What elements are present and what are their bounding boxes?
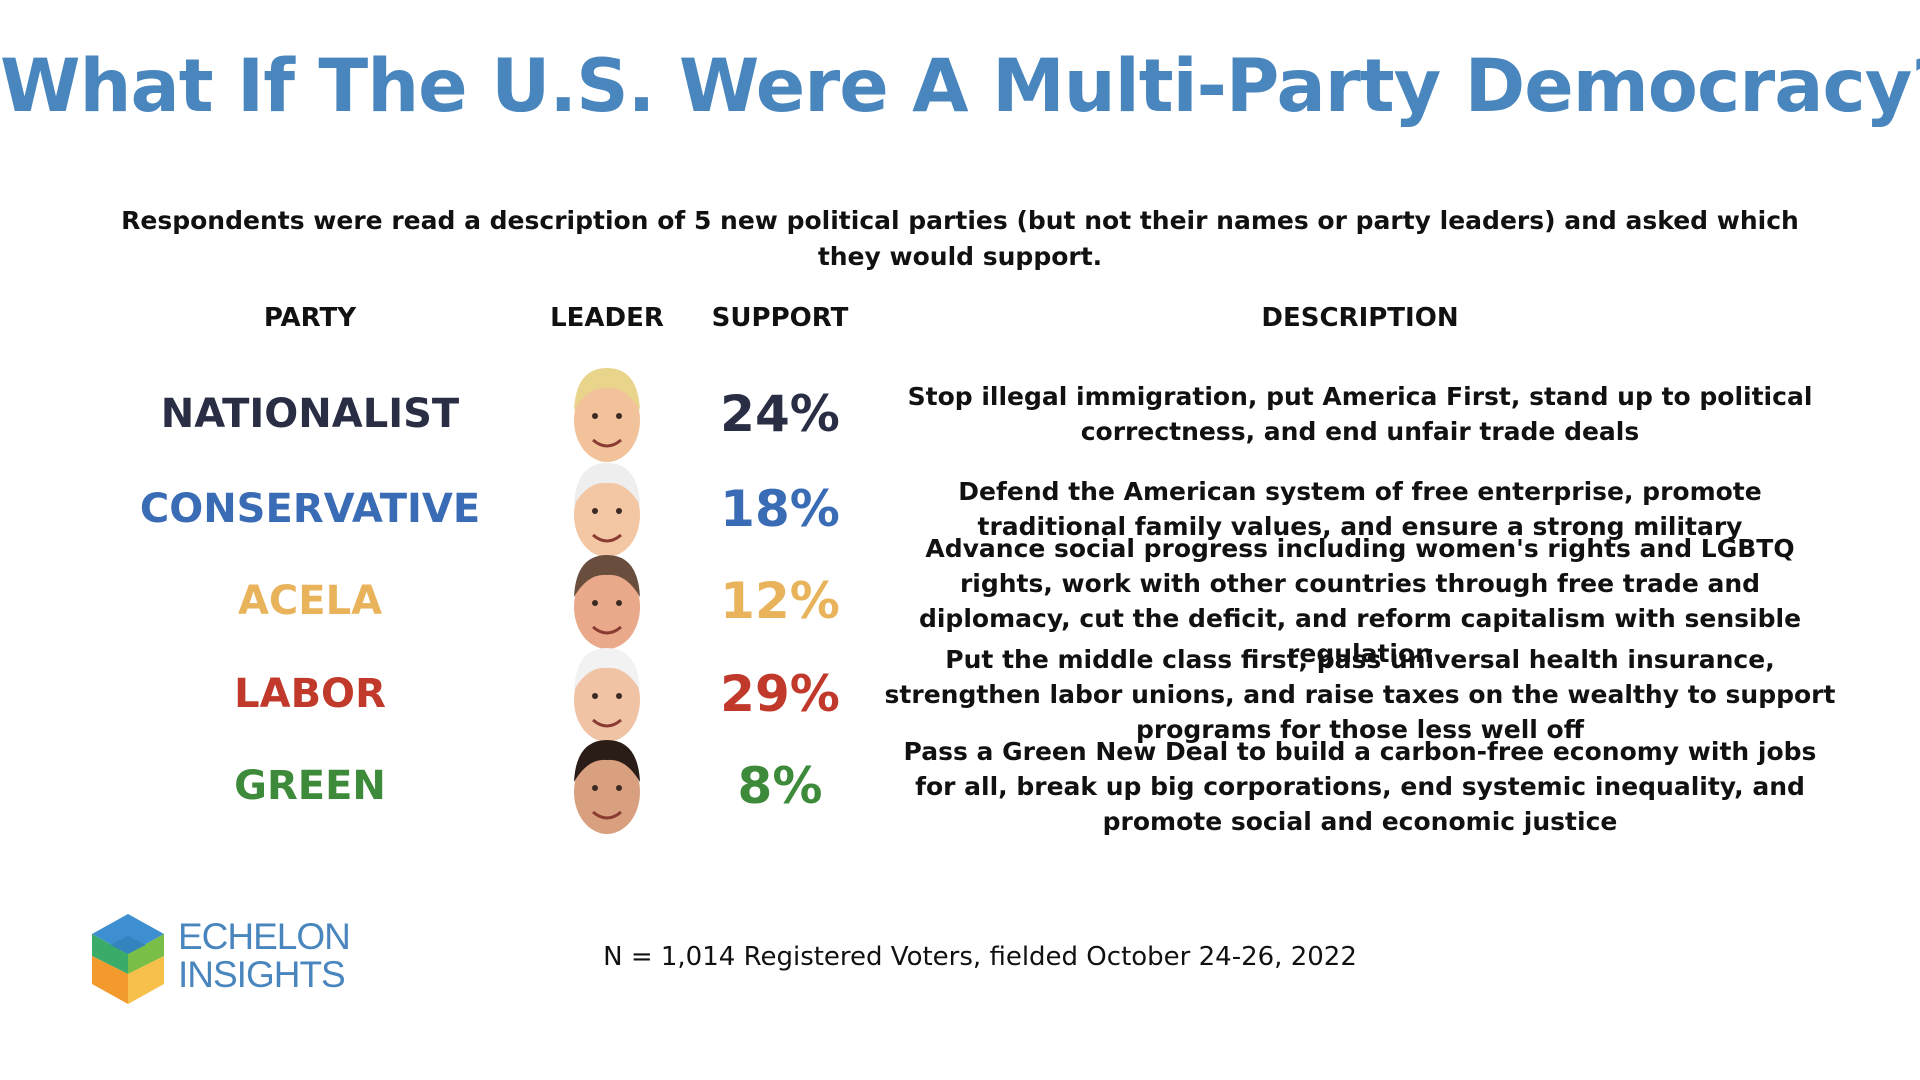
party-description: Pass a Green New Deal to build a carbon-… (903, 736, 1817, 836)
party-name: ACELA (237, 578, 383, 624)
labor-leader-portrait-icon (574, 648, 640, 742)
echelon-logo-icon (92, 914, 164, 1004)
logo-line-1: ECHELON (178, 916, 351, 957)
table-row: GREEN 8% Pass a Green New Deal to build a … (0, 730, 1920, 842)
subtitle: Respondents were read a description of 5… (121, 206, 1799, 271)
support-value: 8% (737, 757, 823, 815)
support-value: 29% (720, 665, 840, 723)
conservative-leader-portrait-icon (574, 463, 640, 557)
party-description: Defend the American system of free enter… (958, 477, 1762, 541)
logo-line-2: INSIGHTS (178, 954, 346, 995)
party-description: Put the middle class first, pass univers… (884, 644, 1836, 744)
table-row: ACELA 12% Advance social progress includin… (0, 534, 1920, 668)
table-row: NATIONALIST 24% Stop illegal immigration, … (0, 358, 1920, 470)
party-description: Stop illegal immigration, put America Fi… (907, 382, 1813, 446)
table-row: CONSERVATIVE 18% Defend the American syste… (0, 453, 1920, 565)
footnote: N = 1,014 Registered Voters, fielded Oct… (603, 942, 1357, 972)
acela-leader-portrait-icon (574, 555, 640, 649)
header-description: DESCRIPTION (1261, 303, 1459, 333)
party-name: CONSERVATIVE (139, 486, 481, 532)
header-party: PARTY (263, 303, 357, 333)
logo-text: ECHELON INSIGHTS (178, 916, 351, 995)
support-value: 24% (720, 385, 840, 443)
party-description: Advance social progress including women'… (918, 534, 1802, 668)
header-support: SUPPORT (711, 303, 849, 333)
party-name: LABOR (234, 671, 386, 717)
support-value: 18% (720, 480, 840, 538)
green-leader-portrait-icon (574, 740, 640, 834)
header-leader: LEADER (550, 303, 664, 333)
party-name: NATIONALIST (160, 391, 460, 437)
party-name: GREEN (234, 763, 386, 809)
table-row: LABOR 29% Put the middle class first, pass… (0, 638, 1920, 750)
support-value: 12% (720, 572, 840, 630)
page-title: What If The U.S. Were A Multi-Party Demo… (0, 44, 1920, 129)
nationalist-leader-portrait-icon (574, 368, 640, 462)
